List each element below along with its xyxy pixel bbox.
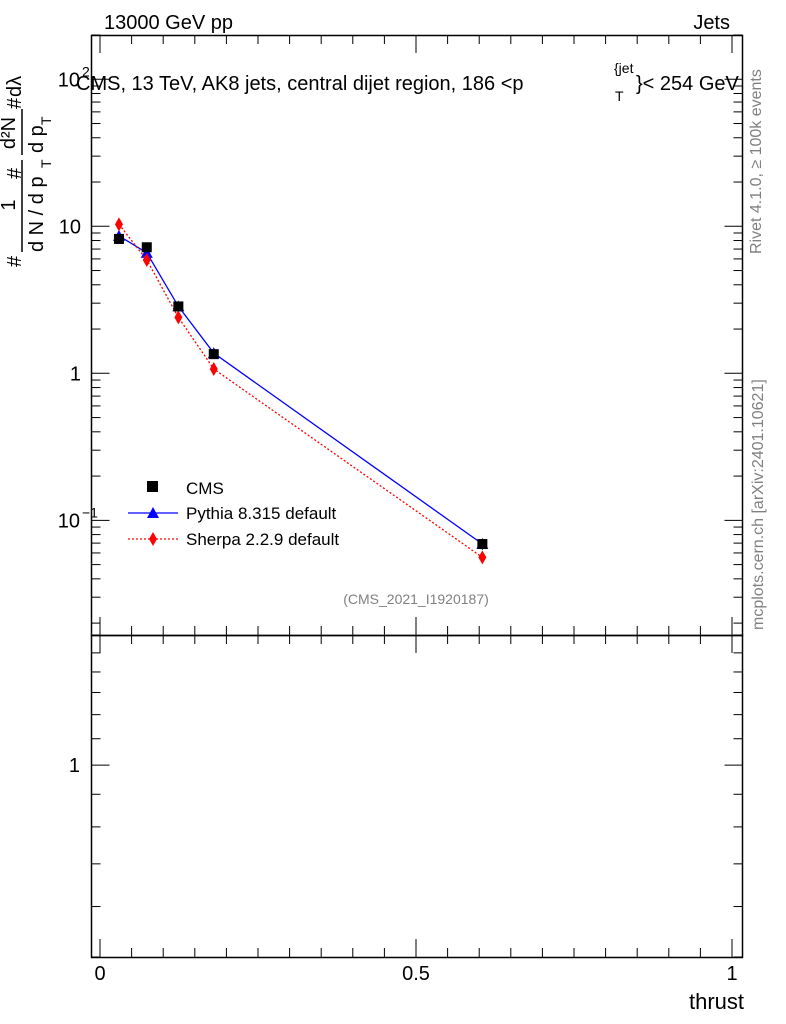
ratio-y-tick-label: 1 <box>69 755 80 777</box>
legend-pythia-label: Pythia 8.315 default <box>186 504 337 523</box>
y-label-dlambda: dλ <box>4 76 26 97</box>
legend: CMS Pythia 8.315 default Sherpa 2.2.9 de… <box>128 479 339 549</box>
title-main: CMS, 13 TeV, AK8 jets, central dijet reg… <box>76 73 524 95</box>
y-axis-label: # 1 d N / d p T # d²N d p T # dλ <box>0 76 54 267</box>
y-tick-label: 10 <box>59 216 81 238</box>
y-label-numer-right: d²N <box>0 117 20 149</box>
y-tick-label-exponent: 2 <box>82 63 90 79</box>
cms-point <box>208 349 219 360</box>
ratio-plot-frame <box>90 634 744 959</box>
series-layer <box>112 217 489 565</box>
sherpa-2-2-9-default-point <box>209 361 218 376</box>
y-label-hash-mid: # <box>4 167 26 179</box>
title-subscript: T <box>615 88 624 104</box>
y-label-sub-t2: T <box>38 116 54 125</box>
rivet-label: Rivet 4.1.0, ≥ 100k events <box>748 69 765 254</box>
legend-pythia-marker <box>147 507 159 518</box>
x-tick-label: 0.5 <box>402 963 430 985</box>
y-label-one: 1 <box>0 199 20 210</box>
y-tick-label: 10 <box>58 69 80 91</box>
x-tick-label: 0 <box>94 963 105 985</box>
analysis-tag: (CMS_2021_I1920187) <box>343 591 489 607</box>
x-tick-label: 1 <box>726 963 737 985</box>
legend-cms-label: CMS <box>186 479 224 498</box>
pythia-8-315-default-line <box>118 235 483 545</box>
cms-point <box>141 242 152 253</box>
y-label-hash-left: # <box>4 255 26 267</box>
sherpa-2-2-9-default-point <box>114 217 123 232</box>
cms-point <box>173 301 184 312</box>
sherpa-2-2-9-default-point <box>174 310 183 325</box>
chart-title: CMS, 13 TeV, AK8 jets, central dijet reg… <box>76 60 740 104</box>
y-label-denom-left: d N / d p <box>26 176 48 252</box>
x-axis-label: thrust <box>689 989 744 1014</box>
y-tick-label: 10 <box>58 510 80 532</box>
cms-point <box>113 233 124 244</box>
cms-point <box>477 539 488 550</box>
legend-sherpa-label: Sherpa 2.2.9 default <box>186 530 339 549</box>
title-superscript: {jet <box>614 60 634 76</box>
legend-cms-marker <box>147 481 158 492</box>
svg-text:CMS, 13 TeV, AK8 jets, central: CMS, 13 TeV, AK8 jets, central dijet reg… <box>76 73 524 95</box>
y-label-sub-t: T <box>38 159 54 168</box>
title-tail: }< 254 GeV <box>636 73 740 95</box>
category-label: Jets <box>693 12 730 34</box>
energy-label: 13000 GeV pp <box>104 12 233 34</box>
y-tick-label-exponent: −1 <box>82 504 98 520</box>
pythia-8-315-default-point <box>140 246 153 258</box>
legend-sherpa-marker <box>149 532 157 546</box>
y-label-denom-right: d p <box>26 125 48 153</box>
sherpa-2-2-9-default-point <box>142 252 151 267</box>
y-tick-label: 1 <box>70 363 81 385</box>
mcplots-label: mcplots.cern.ch [arXiv:2401.10621] <box>750 379 767 630</box>
sherpa-2-2-9-default-point <box>478 550 487 565</box>
y-label-hash-right: # <box>4 97 26 109</box>
